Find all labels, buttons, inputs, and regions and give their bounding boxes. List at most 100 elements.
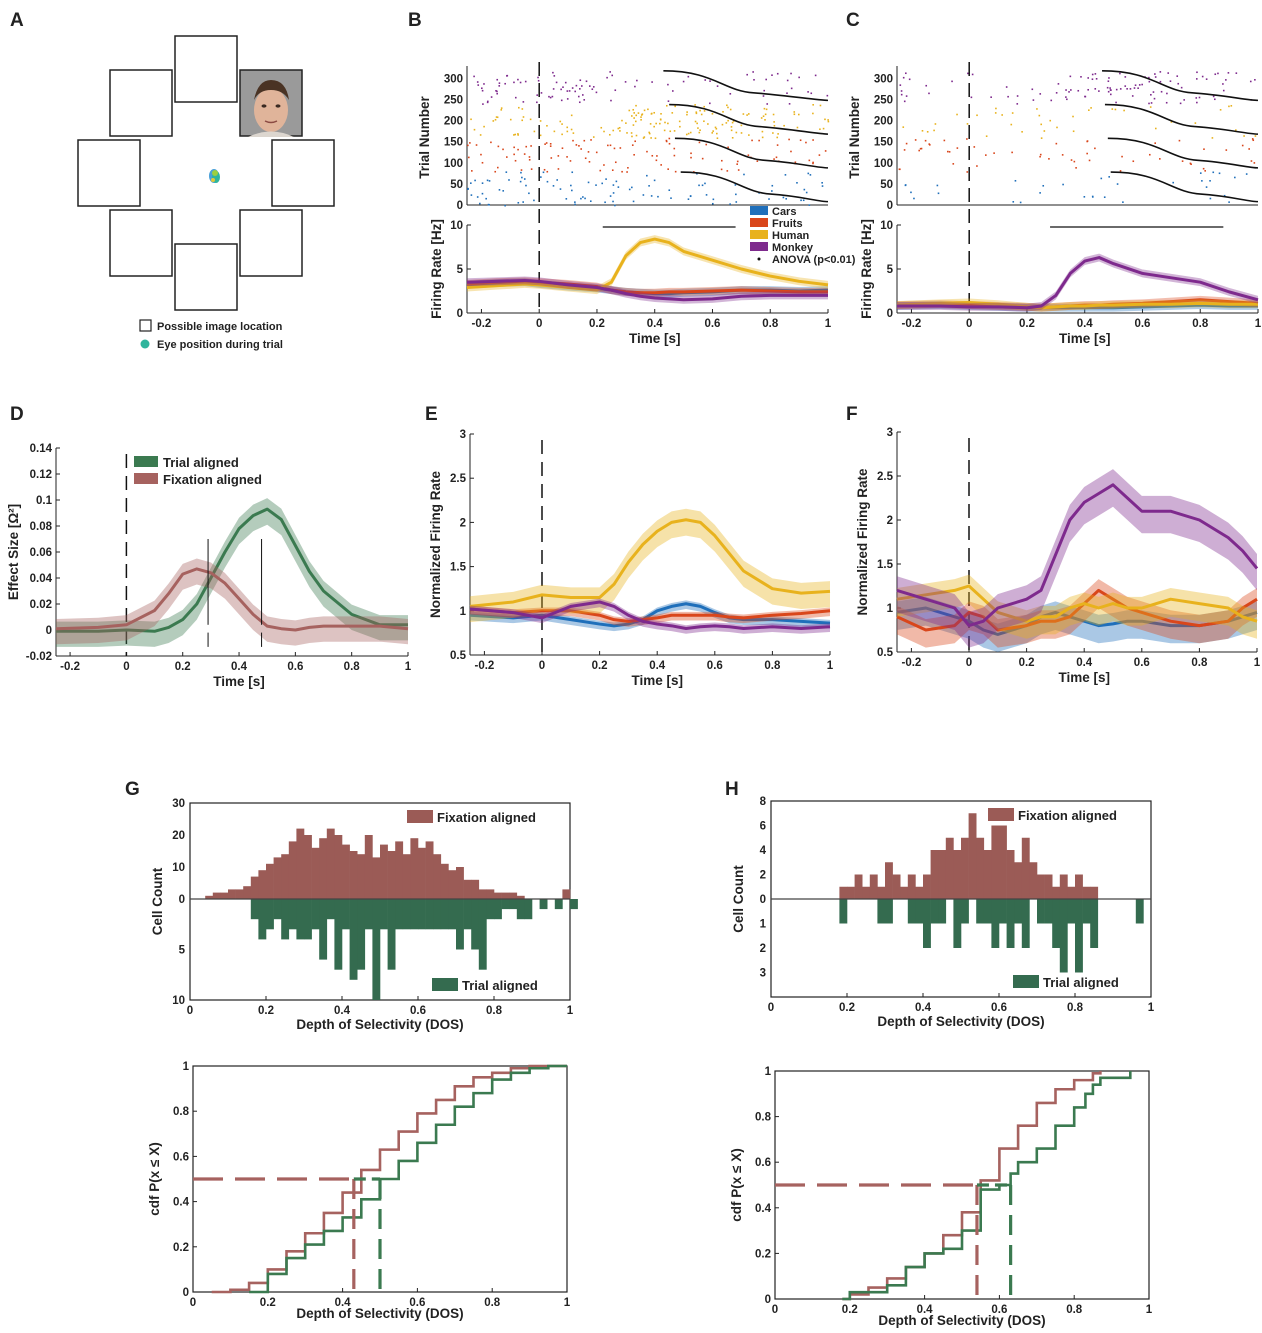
panel-b-spike-cars — [505, 171, 508, 173]
panel-b-spike-monkey — [540, 92, 543, 94]
panel-c-spike-monkey — [1159, 71, 1162, 73]
panel-b-spike-fruits — [690, 152, 692, 155]
panel-c-latency-curve-human — [1104, 103, 1259, 135]
panel-h-hist-bar-fixation — [1014, 862, 1023, 899]
panel-b-spike-cars — [704, 182, 706, 185]
panel-b-spike-human — [637, 112, 640, 114]
panel-c-spike-monkey — [1016, 103, 1019, 105]
panel-b-spike-cars — [771, 190, 773, 192]
panel-c-spike-fruits — [1048, 158, 1050, 160]
panel-b-spike-human — [748, 134, 750, 136]
panel-c-spike-monkey — [1249, 80, 1252, 83]
panel-d-legend-swatch-fixation-aligned — [134, 473, 158, 484]
panel-c-spike-monkey — [903, 100, 906, 103]
panel-b-spike-fruits — [549, 145, 552, 147]
panel-b-spike-human — [686, 111, 688, 113]
panel-b-spike-monkey — [490, 96, 493, 98]
panel-b-latency-curve-fruits — [674, 137, 829, 169]
panel-c-spike-fruits — [993, 152, 995, 154]
panel-b-spike-fruits — [673, 147, 676, 150]
panel-c-spike-monkey — [1005, 86, 1008, 88]
panel-f-line-fruits — [896, 588, 1258, 632]
panel-d-ytick-label: 0.1 — [36, 495, 53, 507]
panel-g-cdf-xtick-label: 0 — [190, 1297, 196, 1309]
panel-b-spike-monkey — [776, 72, 779, 75]
panel-c-spike-monkey — [1109, 93, 1112, 96]
panel-b-spike-human — [772, 113, 775, 116]
panel-h-cdf-ytick-label: 0.8 — [755, 1112, 772, 1124]
panel-g-hist-bar-fixation — [516, 895, 525, 899]
panel-b-spike-cars — [785, 197, 788, 200]
panel-b-spike-human — [647, 108, 649, 111]
panel-b-spike-cars — [519, 180, 522, 183]
panel-b-spike-human — [650, 137, 652, 139]
panel-c-spike-cars — [1042, 184, 1045, 187]
panel-label-h: H — [725, 779, 739, 800]
panel-b-spike-human — [521, 119, 524, 122]
panel-g-hist-bar-fixation — [349, 851, 358, 899]
panel-b-spike-monkey — [549, 96, 552, 99]
panel-b-spike-monkey — [788, 103, 791, 105]
panel-g-cdf-chart: 0 0.2 0.4 0.6 0.8 1 cdf P(x ≤ X) 0 0.2 0.4 0.6 0.8 1… — [147, 1061, 571, 1321]
panel-g-hist-bar-trial — [349, 899, 358, 980]
panel-b-xtick-label: 0.4 — [647, 318, 664, 330]
panel-b-spike-human — [632, 124, 635, 126]
panel-h-cdf-ytick-label: 0 — [765, 1294, 771, 1306]
panel-b-spike-human — [495, 116, 498, 118]
panel-b-spike-human — [470, 118, 472, 121]
panel-h-hist-bar-trial — [1082, 899, 1091, 924]
panel-b-spike-monkey — [571, 87, 574, 89]
panel-b-spike-monkey — [667, 83, 669, 86]
panel-b-spike-human — [827, 119, 829, 121]
panel-b-spike-cars — [605, 178, 607, 180]
panel-b-spike-monkey — [483, 83, 485, 85]
panel-g-cdf-xtick-label: 0.4 — [335, 1297, 352, 1309]
panel-b-spike-monkey — [551, 95, 554, 98]
panel-h-hist-bar-fixation — [968, 813, 977, 899]
panel-b-spike-monkey — [568, 90, 571, 92]
panel-d-xtick-label: 0.6 — [287, 661, 303, 673]
panel-b-spike-monkey — [790, 87, 793, 90]
panel-c-spike-cars — [1122, 201, 1124, 203]
panel-b-xtick-label: 0.2 — [589, 318, 605, 330]
image-location-top-left — [109, 69, 173, 137]
panel-c-spike-fruits — [898, 168, 901, 171]
panel-b-spike-fruits — [794, 161, 797, 164]
panel-c-spike-human — [1056, 126, 1058, 129]
panel-h-hist-bar-trial — [885, 899, 893, 924]
panel-g-hist-bar-fixation — [418, 847, 426, 899]
panel-h-hist-bar-trial — [1044, 899, 1053, 924]
panel-c-spike-monkey — [971, 73, 974, 76]
panel-h-cdf-ytick-label: 0.6 — [755, 1157, 771, 1169]
panel-b-spike-fruits — [619, 147, 622, 149]
panel-h-hist-bar-fixation — [945, 837, 954, 899]
panel-b-spike-cars — [587, 181, 590, 184]
panel-h-cdf-ytick-label: 1 — [765, 1066, 772, 1078]
panel-c-spike-monkey — [1165, 101, 1168, 104]
panel-h-hist-xtick-label: 1 — [1148, 1002, 1155, 1014]
panel-b-spike-fruits — [758, 139, 760, 142]
panel-c-spike-monkey — [1195, 78, 1198, 80]
panel-b-spike-human — [783, 124, 785, 127]
panel-b-spike-fruits — [818, 154, 821, 156]
panel-d-ytick-label: -0.02 — [26, 651, 52, 663]
panel-b-spike-monkey — [552, 71, 554, 74]
panel-b-spike-monkey — [482, 103, 484, 105]
panel-c-spike-monkey — [1154, 76, 1157, 78]
panel-b-spike-human — [827, 120, 830, 123]
panel-c-xtick-label: 0.4 — [1077, 318, 1094, 330]
panel-d-ytick-label: 0 — [46, 625, 52, 637]
panel-b-spike-human — [698, 131, 701, 134]
panel-e-xtick-label: 0 — [539, 660, 545, 672]
panel-b-spike-monkey — [548, 95, 550, 98]
panel-c-spike-monkey — [1212, 95, 1215, 98]
panel-c-spike-monkey — [1129, 88, 1132, 90]
face-stimulus-image — [248, 80, 294, 137]
panel-c-spike-monkey — [1115, 101, 1117, 104]
panel-h-hist-bar-trial — [923, 899, 931, 948]
panel-b-spike-monkey — [513, 81, 515, 84]
panel-b-spike-human — [621, 119, 623, 122]
panel-d-band-fixation-aligned — [56, 558, 408, 646]
panel-b-spike-human — [635, 104, 637, 107]
panel-g-hist-bar-fixation — [342, 844, 350, 899]
